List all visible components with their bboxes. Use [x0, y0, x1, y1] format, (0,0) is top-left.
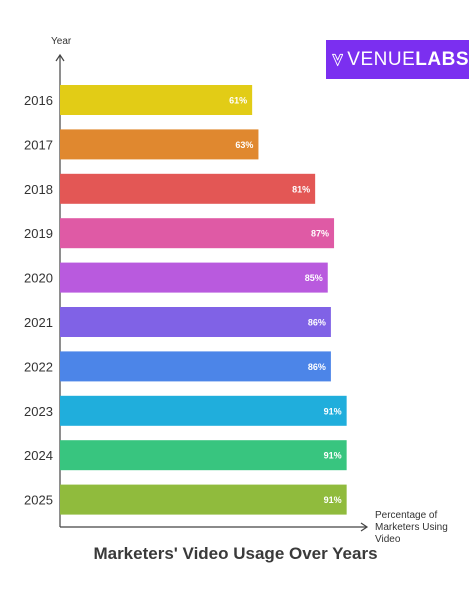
- y-axis-arrow: [55, 53, 65, 62]
- bar-value-label-2021: 86%: [308, 318, 326, 328]
- y-axis-title: Year: [51, 36, 72, 47]
- bar-2018: [60, 173, 316, 204]
- bar-value-label-2016: 61%: [229, 96, 247, 106]
- x-axis-arrow: [360, 522, 369, 532]
- y-tick-label-2017: 2017: [24, 137, 53, 152]
- y-tick-label-2022: 2022: [24, 359, 53, 374]
- y-tick-label-2020: 2020: [24, 271, 53, 286]
- bar-value-label-2020: 85%: [305, 273, 323, 283]
- bar-value-label-2023: 91%: [324, 406, 342, 416]
- y-tick-label-2021: 2021: [24, 315, 53, 330]
- logo-wordmark: VENUELABS: [347, 49, 469, 71]
- y-tick-label-2019: 2019: [24, 226, 53, 241]
- x-axis-title-line-2: Marketers Using: [375, 522, 448, 533]
- logo-wordmark-venue: VENUE: [347, 48, 416, 70]
- y-tick-label-2025: 2025: [24, 493, 53, 508]
- x-axis-title-line-1: Percentage of: [375, 510, 437, 521]
- bar-2021: [60, 307, 331, 337]
- y-tick-label-2023: 2023: [24, 404, 53, 419]
- x-axis-title: Percentage of Marketers Using Video: [375, 510, 451, 545]
- bar-2023: [60, 395, 347, 426]
- bar-value-label-2019: 87%: [311, 229, 329, 239]
- bar-2022: [60, 351, 331, 382]
- bar-value-label-2017: 63%: [235, 140, 253, 150]
- y-tick-label-2018: 2018: [24, 182, 53, 197]
- chart-bars: 61% 2016 63% 2017 81% 2018 87% 2019 85% 2020 86% 20…: [24, 85, 347, 515]
- chart-title: Marketers' Video Usage Over Years: [93, 544, 378, 563]
- bar-value-label-2022: 86%: [308, 362, 326, 372]
- y-tick-label-2024: 2024: [24, 448, 53, 463]
- x-axis-title-line-3: Video: [375, 534, 401, 545]
- bar-2020: [60, 262, 328, 293]
- bar-value-label-2024: 91%: [324, 451, 342, 461]
- bar-value-label-2018: 81%: [292, 184, 310, 194]
- venuelabs-logo: VENUELABS: [326, 40, 469, 79]
- bar-2019: [60, 218, 335, 249]
- y-tick-label-2016: 2016: [24, 93, 53, 108]
- bar-2016: [60, 85, 253, 115]
- logo-v-icon: [332, 53, 344, 66]
- bar-2017: [60, 129, 259, 160]
- bar-2025: [60, 484, 347, 515]
- bar-2024: [60, 440, 347, 471]
- bar-value-label-2025: 91%: [324, 495, 342, 505]
- logo-wordmark-labs: LABS: [415, 48, 469, 70]
